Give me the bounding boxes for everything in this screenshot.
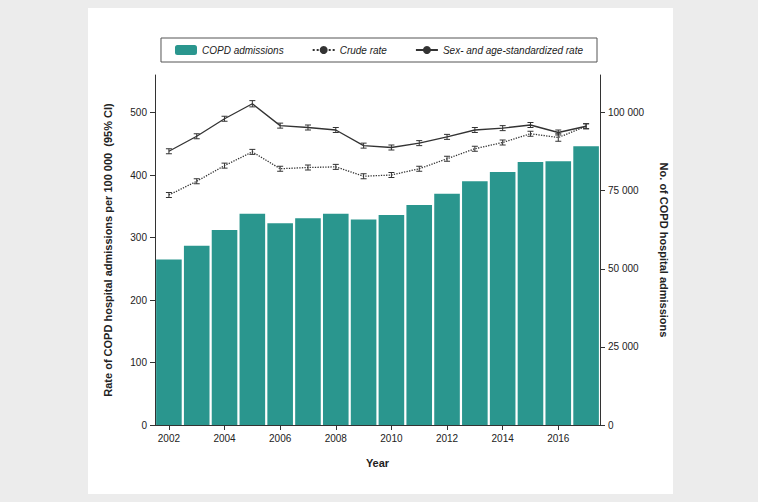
svg-text:2008: 2008 xyxy=(325,433,348,444)
svg-text:400: 400 xyxy=(130,170,147,181)
svg-text:2010: 2010 xyxy=(380,433,403,444)
svg-text:500: 500 xyxy=(130,107,147,118)
svg-text:COPD admissions: COPD admissions xyxy=(202,45,284,56)
svg-text:50 000: 50 000 xyxy=(608,263,639,274)
svg-text:Crude rate: Crude rate xyxy=(340,45,388,56)
svg-text:2006: 2006 xyxy=(269,433,292,444)
svg-text:300: 300 xyxy=(130,232,147,243)
svg-text:25 000: 25 000 xyxy=(608,341,639,352)
svg-text:100: 100 xyxy=(130,357,147,368)
svg-text:2002: 2002 xyxy=(158,433,181,444)
svg-text:No. of COPD hospital admission: No. of COPD hospital admissions xyxy=(658,163,670,338)
svg-text:75 000: 75 000 xyxy=(608,185,639,196)
svg-text:2014: 2014 xyxy=(492,433,515,444)
svg-text:0: 0 xyxy=(608,420,614,431)
svg-text:Sex- and age-standardized rate: Sex- and age-standardized rate xyxy=(443,45,584,56)
svg-text:2016: 2016 xyxy=(547,433,570,444)
svg-text:2012: 2012 xyxy=(436,433,459,444)
svg-text:Rate of COPD hospital admissio: Rate of COPD hospital admissions per 100… xyxy=(102,103,114,397)
svg-text:100 000: 100 000 xyxy=(608,107,645,118)
svg-text:Year: Year xyxy=(366,457,390,469)
svg-text:2004: 2004 xyxy=(213,433,236,444)
svg-text:0: 0 xyxy=(141,420,147,431)
svg-text:200: 200 xyxy=(130,295,147,306)
